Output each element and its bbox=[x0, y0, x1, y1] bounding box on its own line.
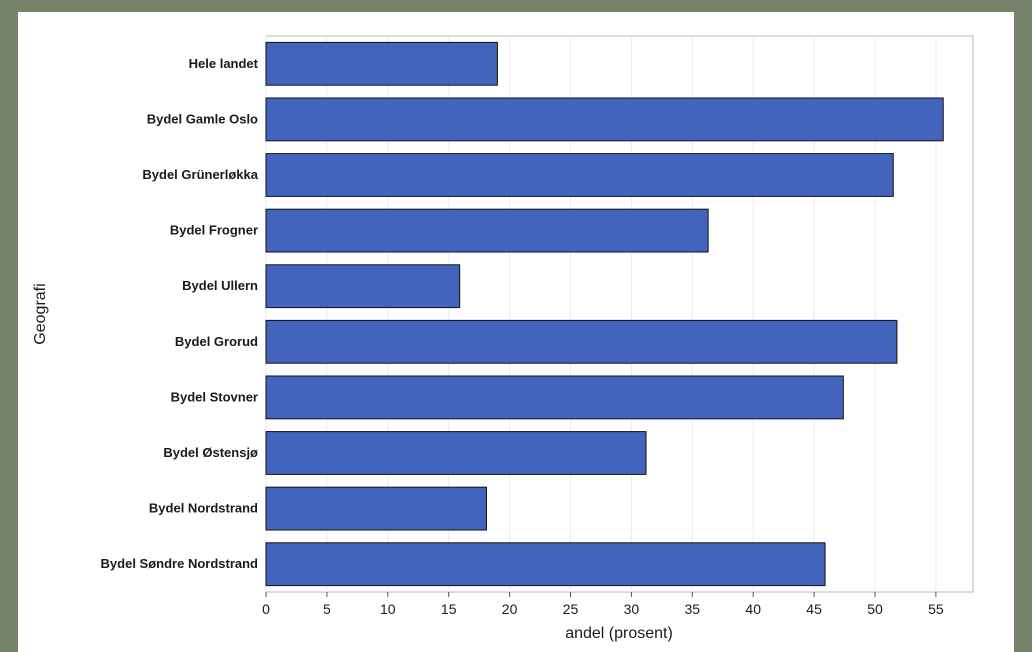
category-label: Bydel Gamle Oslo bbox=[147, 111, 258, 126]
bar bbox=[265, 153, 894, 197]
y-axis-label: Geografi bbox=[32, 283, 49, 344]
x-tick-label: 0 bbox=[262, 601, 270, 617]
category-label: Bydel Grünerløkka bbox=[142, 167, 258, 182]
bars bbox=[265, 41, 944, 587]
x-tick-label: 30 bbox=[624, 601, 640, 617]
x-tick-label: 25 bbox=[563, 601, 579, 617]
x-tick-label: 50 bbox=[867, 601, 883, 617]
x-tick-label: 55 bbox=[928, 601, 944, 617]
x-tick-label: 20 bbox=[502, 601, 518, 617]
category-label: Bydel Grorud bbox=[175, 334, 258, 349]
bar bbox=[265, 41, 498, 86]
category-label: Bydel Frogner bbox=[170, 223, 258, 238]
category-label: Bydel Ullern bbox=[182, 278, 258, 293]
bar-chart: Hele landet Bydel Gamle Oslo Bydel Grünerl… bbox=[32, 35, 974, 642]
x-tick-label: 5 bbox=[323, 601, 331, 617]
bar bbox=[265, 431, 647, 475]
bar bbox=[265, 97, 944, 142]
bar bbox=[265, 264, 461, 309]
bar bbox=[265, 542, 826, 587]
bar bbox=[265, 486, 487, 531]
bar bbox=[265, 375, 844, 420]
x-tick-label: 40 bbox=[745, 601, 761, 617]
category-label: Bydel Østensjø bbox=[163, 445, 258, 460]
x-axis-ticks: 0 5 10 15 20 25 30 35 40 45 50 55 bbox=[262, 592, 944, 617]
x-tick-label: 15 bbox=[441, 601, 457, 617]
chart-panel: Hele landet Bydel Gamle Oslo Bydel Grünerl… bbox=[18, 12, 1014, 652]
category-label: Bydel Stovner bbox=[171, 389, 258, 404]
bar bbox=[265, 319, 898, 364]
category-label: Hele landet bbox=[189, 56, 259, 71]
bar bbox=[265, 208, 709, 253]
x-axis-label: andel (prosent) bbox=[565, 625, 673, 642]
x-tick-label: 10 bbox=[380, 601, 396, 617]
category-label: Bydel Nordstrand bbox=[149, 501, 258, 516]
x-tick-label: 35 bbox=[685, 601, 701, 617]
category-label: Bydel Søndre Nordstrand bbox=[101, 556, 259, 571]
category-labels: Hele landet Bydel Gamle Oslo Bydel Grünerl… bbox=[101, 56, 259, 571]
x-tick-label: 45 bbox=[806, 601, 822, 617]
